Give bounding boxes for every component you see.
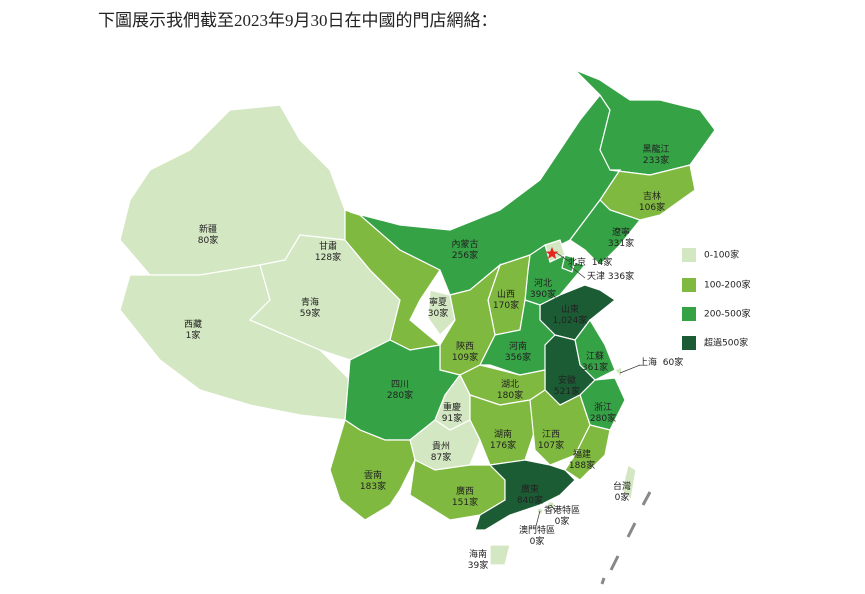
title: 下圖展示我們截至2023年9月30日在中國的門店網絡： [98, 11, 498, 30]
leader-line [619, 364, 641, 374]
region-name: 香港特區 [544, 504, 580, 516]
leader-line [535, 510, 541, 527]
region-name: 北京 [568, 256, 586, 268]
region-name: 福建 [573, 448, 591, 460]
leader-line [550, 504, 557, 513]
region-name: 江西 [542, 429, 560, 440]
region-stores: 521家 [554, 385, 580, 397]
region-name: 上海 [639, 356, 657, 368]
region-stores: 106家 [639, 201, 665, 213]
region-stores: 0家 [615, 491, 630, 503]
region-stores: 30家 [428, 307, 448, 319]
region-name: 寧夏 [429, 296, 447, 308]
region-stores: 188家 [569, 459, 595, 471]
region-name: 湖北 [501, 379, 519, 390]
legend-label: 100-200家 [704, 279, 751, 291]
region-stores: 183家 [360, 480, 386, 492]
region-stores: 109家 [452, 351, 478, 363]
region-stores: 336家 [608, 270, 634, 282]
region-stores: 60家 [663, 356, 683, 368]
region-name: 安徽 [558, 374, 576, 386]
region-name: 陝西 [456, 341, 474, 352]
boundary-dash [626, 522, 637, 538]
region-name: 湖南 [494, 428, 512, 440]
region-name: 甘肅 [319, 240, 337, 252]
region-name: 河南 [509, 340, 527, 352]
region-name: 青海 [301, 296, 319, 308]
legend-label: 200-500家 [704, 308, 751, 320]
region-stores: 1,024家 [553, 314, 588, 326]
region-stores: 280家 [387, 389, 413, 401]
region-stores: 128家 [315, 251, 341, 263]
region-name: 雲南 [364, 469, 382, 481]
region-name: 江蘇 [586, 350, 604, 362]
region-stores: 91家 [442, 412, 462, 424]
boundary-dash [600, 577, 606, 585]
region-shape [621, 464, 637, 502]
region-stores: 107家 [538, 439, 564, 451]
region-name: 貴州 [432, 440, 450, 452]
region-stores: 233家 [643, 154, 669, 166]
region-shape [427, 289, 456, 336]
region-stores: 840家 [517, 494, 543, 506]
region-shape [489, 544, 511, 566]
region-name: 廣西 [456, 485, 474, 497]
region-name: 內蒙古 [451, 238, 478, 250]
region-stores: 170家 [493, 299, 519, 311]
region-stores: 14家 [592, 256, 612, 268]
leader-line [569, 265, 586, 279]
region-name: 黑龍江 [642, 143, 669, 155]
region-stores: 390家 [530, 288, 556, 300]
region-name: 吉林 [643, 190, 661, 202]
region-name: 西藏 [184, 318, 202, 330]
region-name: 遼寧 [612, 226, 630, 238]
legend-swatch [682, 248, 696, 262]
region-stores: 356家 [505, 351, 531, 363]
region-shape [569, 199, 642, 266]
region-name: 澳門特區 [519, 524, 555, 536]
legend-label: 0-100家 [704, 249, 739, 261]
region-stores: 280家 [590, 412, 616, 424]
region-name: 四川 [391, 380, 409, 390]
legend-swatch [682, 336, 696, 350]
region-stores: 59家 [300, 307, 320, 319]
region-stores: 0家 [555, 515, 570, 527]
region-name: 山西 [497, 289, 515, 300]
legend-swatch [682, 278, 696, 292]
region-stores: 361家 [582, 361, 608, 373]
leader-line [554, 251, 571, 263]
region-stores: 39家 [468, 559, 488, 571]
region-name: 廣東 [521, 483, 539, 495]
region-stores: 176家 [490, 439, 516, 451]
region-stores: 1家 [186, 329, 201, 341]
region-shape [474, 459, 576, 531]
legend-swatch [682, 307, 696, 321]
region-name: 台灣 [613, 480, 631, 492]
region-shape [599, 164, 696, 221]
region-name: 浙江 [594, 401, 612, 413]
region-stores: 80家 [198, 234, 218, 246]
region-stores: 180家 [497, 389, 523, 401]
region-stores: 87家 [431, 451, 451, 463]
region-name: 海南 [469, 548, 487, 560]
legend-label: 超過500家 [704, 337, 748, 349]
region-name: 山東 [561, 303, 579, 315]
region-stores: 151家 [452, 496, 478, 508]
region-name: 河北 [534, 277, 552, 289]
region-name: 新疆 [199, 223, 217, 235]
region-shape [329, 419, 416, 521]
boundary-dash [609, 555, 620, 571]
region-stores: 331家 [608, 237, 634, 249]
capital-star [545, 247, 559, 259]
region-name: 重慶 [443, 401, 461, 413]
boundary-dash [641, 491, 652, 506]
region-stores: 256家 [452, 249, 478, 261]
region-stores: 0家 [530, 535, 545, 547]
region-name: 天津 [587, 271, 605, 282]
